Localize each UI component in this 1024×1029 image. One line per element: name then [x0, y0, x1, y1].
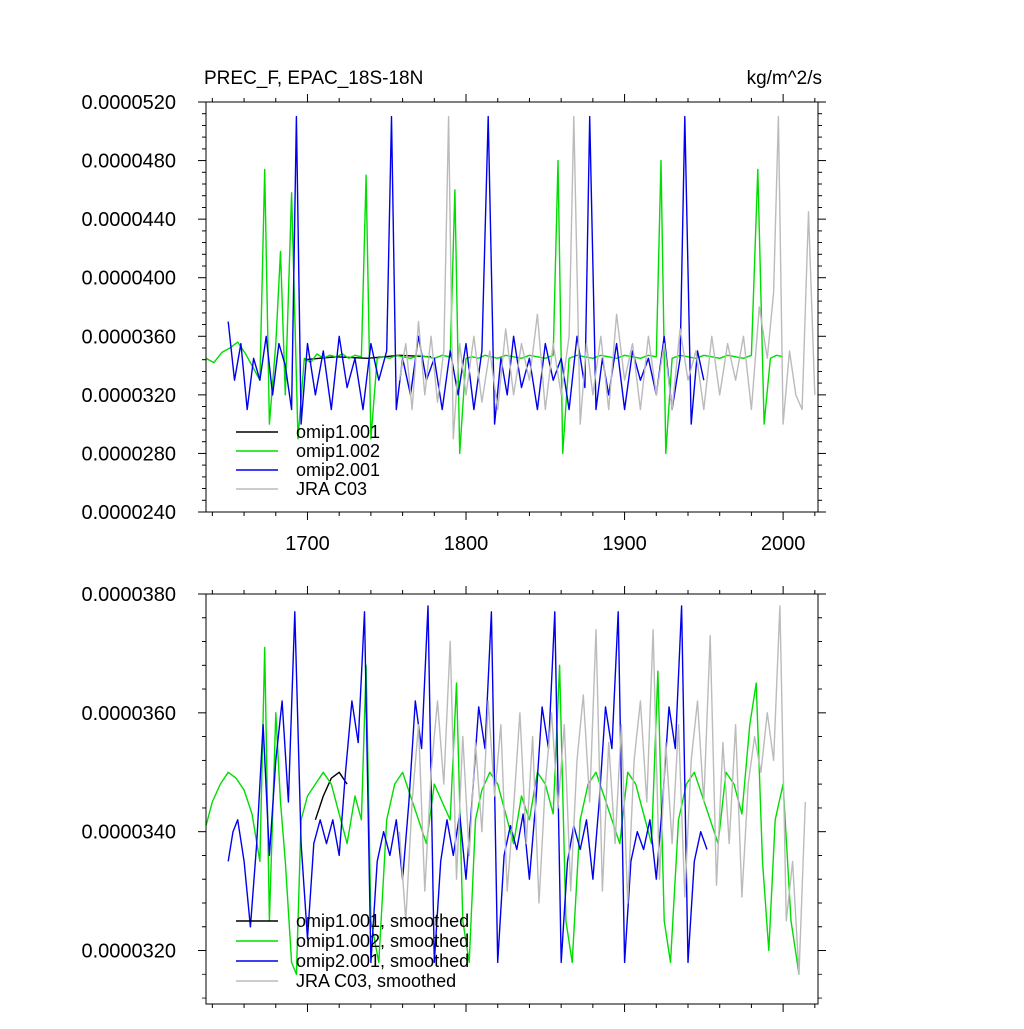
y-tick-label: 0.0000280	[81, 443, 176, 465]
series-line-omip1-001-smoothed	[314, 771, 348, 821]
y-tick-label: 0.0000520	[81, 92, 176, 114]
chart-units: kg/m^2/s	[747, 68, 822, 89]
y-tick-label: 0.0000320	[81, 385, 176, 407]
y-tick-label: 0.0000240	[81, 502, 176, 524]
y-tick-label: 0.0000360	[81, 703, 176, 725]
x-tick-label: 1800	[444, 533, 489, 555]
series-line-jra-c03-smoothed	[398, 605, 806, 975]
y-tick-label: 0.0000360	[81, 326, 176, 348]
x-tick-label: 1700	[285, 533, 330, 555]
series-line-omip1-002-smoothed	[206, 646, 800, 975]
x-tick-label: 2000	[761, 533, 806, 555]
chart-title: PREC_F, EPAC_18S-18N	[204, 68, 423, 89]
panel-bottom: 0.0000320 0.0000340 0.0000360 0.0000380 omip…	[81, 584, 826, 1012]
legend-label: omip1.001, smoothed	[296, 911, 469, 931]
legend-label: omip1.001	[296, 422, 380, 442]
y-tick-label: 0.0000440	[81, 209, 176, 231]
legend-label: JRA C03, smoothed	[296, 971, 456, 991]
x-tick-label: 1900	[602, 533, 647, 555]
legend-label: omip1.002	[296, 441, 380, 461]
legend-label: omip2.001, smoothed	[296, 951, 469, 971]
series-lines	[206, 115, 816, 455]
legend-label: omip1.002, smoothed	[296, 931, 469, 951]
plot-frame	[205, 101, 819, 513]
panel-top: 1700 1800 1900 2000 0.0000240 0.0000280 0.0000…	[81, 68, 826, 555]
plot-frame	[205, 593, 819, 1005]
y-tick-label: 0.0000480	[81, 151, 176, 173]
series-line-omip2-001	[227, 115, 705, 425]
series-line-omip2-001-smoothed	[227, 605, 708, 964]
legend-label: omip2.001	[296, 460, 380, 480]
y-tick-label: 0.0000340	[81, 822, 176, 844]
series-line-jra-c03	[398, 115, 816, 440]
legend-label: JRA C03	[296, 479, 367, 499]
y-tick-label: 0.0000320	[81, 941, 176, 963]
y-tick-label: 0.0000400	[81, 268, 176, 290]
y-tick-label: 0.0000380	[81, 584, 176, 606]
series-lines	[206, 605, 806, 975]
